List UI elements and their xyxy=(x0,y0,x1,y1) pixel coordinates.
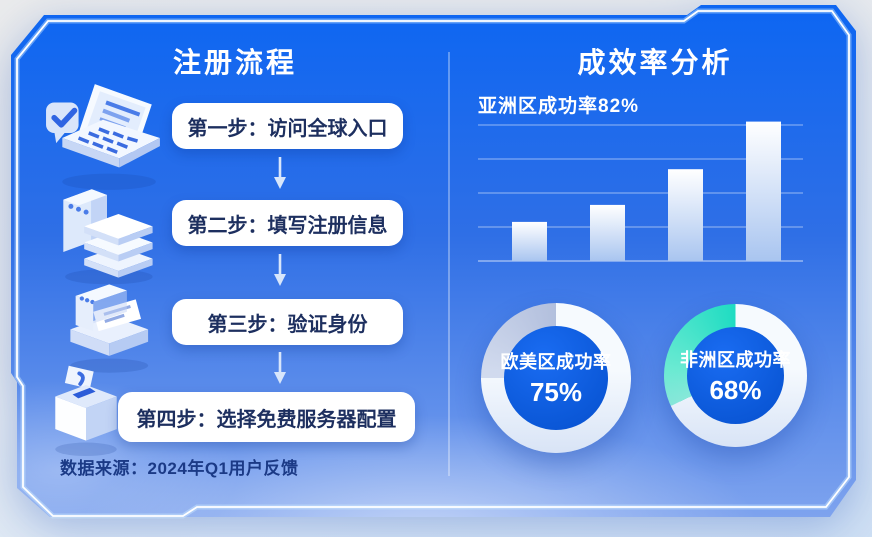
laptop-check-icon xyxy=(46,84,160,190)
donut-center: 欧美区成功率 75% xyxy=(501,326,611,430)
donut-chart-europe-us: 欧美区成功率 75% xyxy=(481,303,631,453)
asia-success-rate-label: 亚洲区成功率82% xyxy=(478,96,640,117)
donut-chart-africa: 非洲区成功率 68% xyxy=(664,304,807,447)
arrow-down-icon xyxy=(274,254,286,286)
neon-line xyxy=(16,10,850,517)
donut-value: 75% xyxy=(529,377,583,407)
step-4-pill: 第四步：选择免费服务器配置 xyxy=(118,392,415,442)
server-config-box-icon xyxy=(55,365,117,456)
asia-success-bar-chart xyxy=(478,121,803,262)
step-1-pill: 第一步：访问全球入口 xyxy=(172,103,403,149)
server-stack-icon xyxy=(63,189,153,285)
card-bottom-glow xyxy=(80,415,760,517)
right-panel-title: 成效率分析 xyxy=(577,47,733,78)
step-2-pill: 第二步：填写注册信息 xyxy=(172,200,403,246)
donut-value: 68% xyxy=(709,374,762,405)
arrow-down-icon xyxy=(274,157,286,189)
data-source-note: 数据来源：2024年Q1用户反馈 xyxy=(60,459,299,478)
donut-label: 非洲区成功率 xyxy=(680,349,791,370)
donut-center: 非洲区成功率 68% xyxy=(680,327,791,424)
donut-label: 欧美区成功率 xyxy=(500,352,612,372)
identity-terminal-icon xyxy=(70,284,149,373)
arrow-down-icon xyxy=(274,352,286,384)
left-panel-title: 注册流程 xyxy=(172,47,297,78)
step-3-pill: 第三步：验证身份 xyxy=(172,299,403,345)
